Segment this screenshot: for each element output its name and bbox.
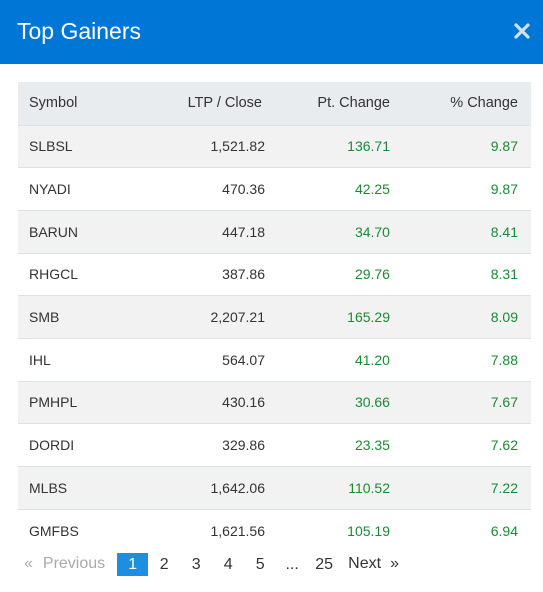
cell-pct-change: 8.09 [490,309,518,326]
cell-pt-change: 34.70 [354,223,390,240]
page-25-button[interactable]: 25 [315,555,334,573]
cell-symbol: DORDI [29,437,75,454]
cell-ltp: 329.86 [222,437,265,454]
cell-ltp: 1,642.06 [210,479,265,496]
close-icon [514,23,530,39]
modal-header: Top Gainers [0,0,543,64]
table-row[interactable]: SLBSL 1,521.82 136.71 9.87 [18,125,531,168]
cell-ltp: 1,521.82 [210,138,265,155]
cell-pt-change: 41.20 [354,351,390,368]
cell-pt-change: 136.71 [347,138,390,155]
gainers-table: Symbol LTP / Close Pt. Change % Change S… [18,82,531,552]
cell-pct-change: 7.62 [490,437,518,454]
table-row[interactable]: MLBS 1,642.06 110.52 7.22 [18,466,531,510]
cell-pt-change: 105.19 [347,522,390,539]
cell-symbol: MLBS [29,479,68,496]
header-pct-change[interactable]: % Change [450,95,518,112]
page-4-button[interactable]: 4 [223,555,233,573]
previous-arrow-icon: « [24,555,33,572]
page-1-button[interactable]: 1 [117,552,149,576]
cell-ltp: 2,207.21 [210,309,265,326]
cell-ltp: 564.07 [222,351,265,368]
cell-ltp: 387.86 [222,266,265,283]
table-header-row: Symbol LTP / Close Pt. Change % Change [18,82,531,125]
cell-symbol: RHGCL [29,266,79,283]
cell-ltp: 470.36 [222,181,265,198]
next-arrow-icon: » [390,555,399,572]
header-ltp[interactable]: LTP / Close [187,95,262,112]
table-row[interactable]: BARUN 447.18 34.70 8.41 [18,210,531,254]
next-page-button[interactable]: Next » [348,555,399,573]
cell-pt-change: 23.35 [354,437,390,454]
cell-pct-change: 7.22 [490,479,518,496]
previous-label: Previous [42,555,106,572]
cell-pct-change: 8.41 [490,223,518,240]
cell-pct-change: 7.88 [490,351,518,368]
page-3-button[interactable]: 3 [191,555,201,573]
cell-symbol: SMB [29,309,60,326]
cell-pct-change: 9.87 [490,138,518,155]
modal-title: Top Gainers [17,18,142,44]
cell-ltp: 1,621.56 [210,522,265,539]
cell-symbol: GMFBS [29,522,79,539]
cell-ltp: 430.16 [222,394,265,411]
cell-pt-change: 30.66 [354,394,390,411]
page-2-button[interactable]: 2 [159,555,169,573]
cell-pt-change: 165.29 [347,309,390,326]
cell-pct-change: 9.87 [490,181,518,198]
page-numbers: 1 2 3 4 5... 25 [117,552,340,576]
table-row[interactable]: IHL 564.07 41.20 7.88 [18,338,531,382]
cell-symbol: IHL [29,351,51,368]
header-symbol[interactable]: Symbol [29,95,78,112]
gainers-table-container: Symbol LTP / Close Pt. Change % Change S… [18,82,531,552]
cell-pt-change: 42.25 [354,181,390,198]
table-row[interactable]: NYADI 470.36 42.25 9.87 [18,167,531,211]
table-row[interactable]: DORDI 329.86 23.35 7.62 [18,423,531,467]
previous-page-button[interactable]: « Previous [24,555,105,573]
header-pt-change[interactable]: Pt. Change [317,95,390,112]
cell-symbol: NYADI [29,181,71,198]
cell-symbol: BARUN [29,223,79,240]
cell-pct-change: 7.67 [490,394,518,411]
cell-pt-change: 29.76 [354,266,390,283]
cell-symbol: PMHPL [29,394,78,411]
table-row[interactable]: RHGCL 387.86 29.76 8.31 [18,253,531,296]
pagination: « Previous 1 2 3 4 5... 25 Next » [24,552,399,576]
page-5-button[interactable]: 5 [255,555,265,573]
table-row[interactable]: PMHPL 430.16 30.66 7.67 [18,381,531,424]
table-row[interactable]: GMFBS 1,621.56 105.19 6.94 [18,509,531,552]
next-label: Next [348,555,382,572]
cell-pct-change: 8.31 [490,266,518,283]
cell-symbol: SLBSL [29,138,73,155]
page-ellipsis: ... [285,555,299,573]
close-button[interactable] [511,20,533,42]
cell-ltp: 447.18 [222,223,265,240]
cell-pct-change: 6.94 [490,522,518,539]
cell-pt-change: 110.52 [348,479,390,496]
table-row[interactable]: SMB 2,207.21 165.29 8.09 [18,295,531,339]
